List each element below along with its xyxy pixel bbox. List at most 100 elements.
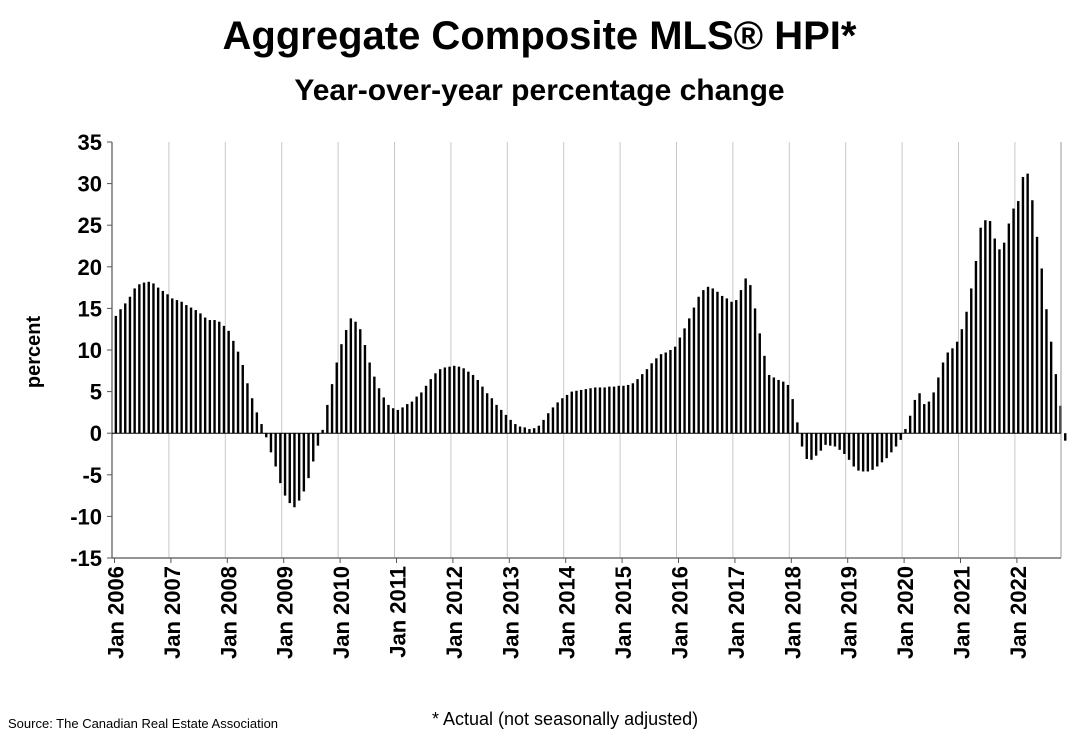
bar [147, 281, 150, 434]
bar [119, 309, 122, 434]
x-tick-label: Jan 2016 [668, 566, 693, 659]
bar [697, 296, 700, 434]
bar [805, 433, 808, 459]
bar [462, 368, 465, 434]
bar [678, 337, 682, 434]
bar [631, 383, 635, 434]
bar [838, 433, 841, 450]
bar [946, 352, 949, 434]
bar [133, 288, 136, 434]
bar [509, 419, 512, 434]
bar [814, 433, 818, 456]
bar [556, 402, 559, 434]
bar [852, 433, 855, 467]
bar [260, 424, 263, 434]
bar [537, 425, 541, 434]
bar [420, 392, 423, 434]
bar [368, 362, 371, 434]
bar [1021, 176, 1025, 434]
bar [650, 363, 653, 434]
bar [297, 433, 301, 501]
bar [603, 387, 606, 434]
bar [203, 317, 207, 434]
bar [735, 300, 738, 434]
bar [561, 398, 564, 434]
bar [594, 387, 597, 434]
bar [265, 433, 268, 438]
bar [321, 429, 324, 434]
bar [786, 384, 790, 434]
bar [730, 301, 733, 434]
bar [800, 433, 804, 447]
bar [871, 433, 874, 470]
bar [659, 354, 663, 434]
bar [1026, 173, 1029, 434]
bar [359, 329, 362, 434]
bar [645, 369, 649, 434]
bar [114, 315, 118, 434]
bar [589, 388, 592, 434]
x-tick-label: Jan 2007 [160, 566, 185, 659]
bar [227, 330, 230, 434]
bar [481, 386, 484, 434]
bar [382, 397, 385, 434]
bar [711, 288, 714, 434]
bar [918, 393, 921, 434]
bar [330, 384, 334, 434]
bar [857, 433, 860, 471]
bar [401, 407, 404, 434]
bar [213, 320, 216, 434]
bar [894, 433, 898, 447]
bar [518, 426, 522, 434]
x-tick-label: Jan 2015 [611, 566, 636, 659]
bar [387, 404, 390, 434]
bar [448, 366, 451, 434]
bar [232, 340, 235, 434]
x-tick-label: Jan 2010 [329, 566, 354, 659]
x-tick-label: Jan 2008 [216, 566, 241, 659]
y-tick-label: 15 [78, 296, 102, 321]
bar [791, 399, 794, 434]
y-tick-label: 0 [90, 421, 102, 446]
bar [908, 415, 912, 434]
bar [998, 249, 1001, 434]
bar [584, 389, 588, 434]
bar [363, 345, 367, 434]
chart-subtitle: Year-over-year percentage change [294, 74, 785, 107]
bar [843, 433, 846, 454]
bar [955, 341, 959, 434]
bar [415, 396, 418, 434]
bar [1007, 223, 1011, 434]
y-tick-label: 10 [78, 338, 102, 363]
bar [152, 283, 155, 434]
bar [744, 278, 747, 434]
bar [528, 429, 531, 434]
bar [373, 376, 376, 434]
bar [166, 294, 169, 434]
bar [669, 350, 672, 434]
bar [453, 365, 456, 434]
bar [326, 404, 329, 434]
bar [410, 401, 414, 434]
bar [438, 369, 442, 434]
bar [467, 371, 470, 434]
bar [349, 318, 353, 434]
bar [316, 433, 320, 446]
bar [340, 344, 343, 434]
bar [138, 284, 141, 434]
bar [927, 401, 931, 434]
bar [767, 374, 771, 434]
bar [241, 364, 244, 434]
bars [114, 173, 1067, 508]
bar [194, 310, 197, 434]
x-tick-label: Jan 2020 [893, 566, 918, 659]
bar [218, 321, 221, 434]
bar [974, 260, 978, 434]
bar [504, 414, 508, 434]
bar [1064, 433, 1067, 441]
bar [655, 358, 658, 434]
bar [772, 377, 776, 434]
bar [1054, 374, 1058, 434]
bar [161, 290, 165, 434]
